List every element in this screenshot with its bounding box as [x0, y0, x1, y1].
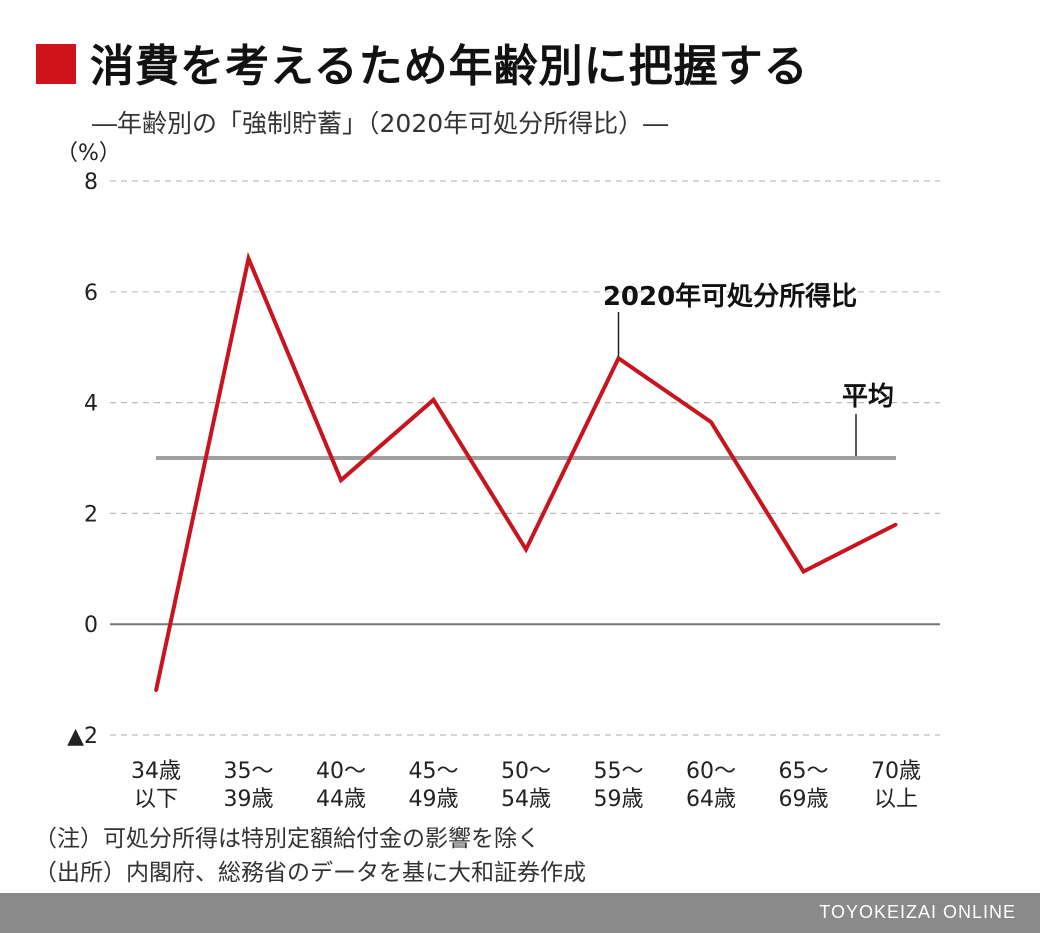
- footer-bar: TOYOKEIZAI ONLINE: [0, 893, 1040, 933]
- data-point: [524, 547, 528, 551]
- x-tick-label: 45～: [409, 759, 459, 784]
- x-tick-label: 39歳: [224, 787, 274, 812]
- x-tick-label: 以上: [874, 787, 918, 812]
- data-point: [154, 689, 158, 693]
- data-point: [617, 356, 620, 360]
- notes: （注）可処分所得は特別定額給付金の影響を除く （出所）内閣府、総務省のデータを基…: [34, 822, 586, 890]
- chart-subtitle: ―年齢別の「強制貯蓄」（2020年可処分所得比）―: [92, 109, 669, 138]
- y-tick-label: 2: [84, 502, 98, 527]
- y-tick-labels: 8 6 4 2 0 ▲2: [67, 170, 98, 749]
- series-layer: [154, 251, 898, 693]
- x-tick-label: 35～: [224, 759, 274, 784]
- data-point: [247, 257, 250, 261]
- chart-title: 消費を考えるため年齢別に把握する: [90, 41, 809, 92]
- footer-brand: TOYOKEIZAI ONLINE: [819, 902, 1016, 922]
- x-tick-label: 50～: [501, 759, 551, 784]
- x-tick-label: 59歳: [594, 787, 644, 812]
- x-tick-label: 49歳: [409, 787, 459, 812]
- y-tick-label: ▲2: [67, 724, 98, 749]
- x-tick-label: 60～: [686, 759, 736, 784]
- x-tick-label: 34歳: [131, 759, 181, 784]
- series-label-main: 2020年可処分所得比: [603, 281, 857, 312]
- y-tick-label: 8: [84, 170, 98, 195]
- annotations: 2020年可処分所得比 平均: [603, 281, 894, 456]
- title-marker: [36, 44, 76, 84]
- data-point: [709, 420, 713, 424]
- series-line-main: [154, 251, 897, 692]
- data-point: [894, 522, 898, 526]
- x-tick-label: 55～: [594, 759, 644, 784]
- y-tick-label: 6: [84, 281, 98, 306]
- x-tick-label: 64歳: [686, 787, 736, 812]
- y-tick-label: 4: [84, 392, 98, 417]
- y-tick-label: 0: [84, 613, 98, 638]
- data-point: [802, 570, 805, 574]
- series-label-average: 平均: [842, 382, 894, 412]
- x-tick-label: 44歳: [316, 787, 366, 812]
- note-line: （注）可処分所得は特別定額給付金の影響を除く: [34, 826, 540, 852]
- x-tick-label: 69歳: [779, 787, 829, 812]
- x-tick-label: 54歳: [501, 787, 551, 812]
- grid-lines: [110, 180, 940, 736]
- data-point: [432, 398, 435, 402]
- x-tick-label: 以下: [134, 787, 178, 812]
- data-point: [339, 478, 343, 482]
- x-tick-label: 65～: [779, 759, 829, 784]
- y-axis-unit: （%）: [56, 141, 121, 166]
- x-tick-label: 40～: [316, 759, 366, 784]
- note-line: （出所）内閣府、総務省のデータを基に大和証券作成: [34, 860, 586, 886]
- x-tick-label: 70歳: [871, 759, 921, 784]
